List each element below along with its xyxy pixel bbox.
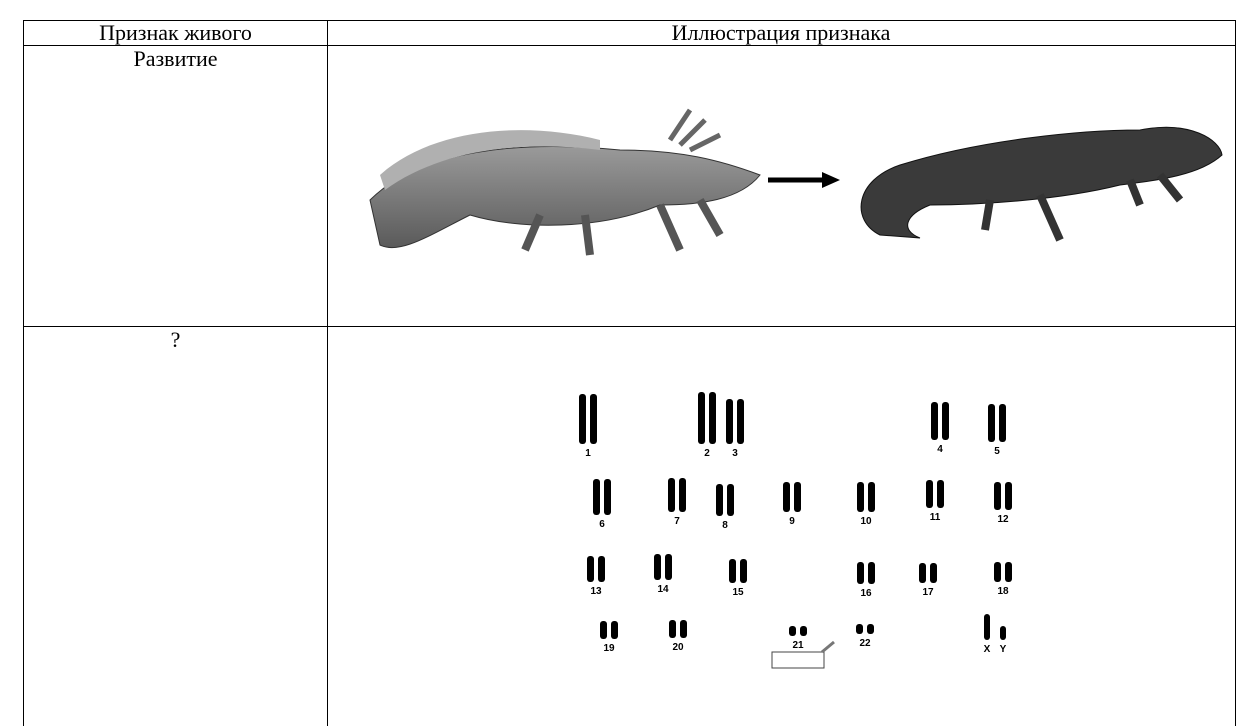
chromosome (598, 556, 605, 582)
chromosome (579, 394, 586, 444)
chromosome-label: 20 (672, 642, 684, 653)
chromosome (668, 478, 675, 512)
chromosome-label: 2 (704, 448, 710, 459)
chromosome-label: 13 (590, 586, 602, 597)
chromosome (1005, 482, 1012, 510)
row-label: ? (23, 326, 328, 726)
chromosome (727, 484, 734, 516)
chromosome (930, 563, 937, 583)
chromosome (800, 626, 807, 636)
chromosome-label: 12 (997, 514, 1009, 525)
chromosome (994, 562, 1001, 582)
chromosome (994, 482, 1001, 510)
chromosome-label: 21 (792, 640, 804, 651)
chromosome (937, 480, 944, 508)
chromosome-label: 18 (997, 586, 1009, 597)
chromosome (604, 479, 611, 515)
arrow (768, 172, 840, 188)
row-label: Развитие (23, 45, 328, 327)
chromosome (856, 624, 863, 634)
chromosome (611, 621, 618, 639)
chromosome-label: 15 (732, 587, 744, 598)
chromosome (919, 563, 926, 583)
chromosome-label: 6 (599, 519, 605, 530)
chromosome (789, 626, 796, 636)
illustration-cell (327, 326, 1236, 726)
chromosome-label: 1 (585, 448, 591, 459)
chromosome-label: 22 (859, 638, 871, 649)
chromosome (857, 482, 864, 512)
chromosome (1000, 626, 1006, 640)
chromosome-label: 5 (994, 446, 1000, 457)
chromosome (590, 394, 597, 444)
header-cell: Признак живого (23, 20, 328, 46)
chromosome-label: 3 (732, 448, 738, 459)
chromosome (726, 399, 733, 444)
chromosome-label: Y (1000, 644, 1007, 655)
chromosome (926, 480, 933, 508)
chromosome (665, 554, 672, 580)
chromosome (984, 614, 990, 640)
chromosome-label: 19 (603, 643, 615, 654)
chromosome-label: 8 (722, 520, 728, 531)
chromosome (988, 404, 995, 442)
chromosome (679, 478, 686, 512)
chromosome (716, 484, 723, 516)
chromosome (737, 399, 744, 444)
chromosome (593, 479, 600, 515)
header-cell: Иллюстрация признака (327, 20, 1236, 46)
chromosome-label: 16 (860, 588, 872, 599)
chromosome-label: 17 (922, 587, 934, 598)
chromosome-label: 11 (930, 512, 941, 523)
chromosome-label: 4 (937, 444, 943, 455)
chromosome (740, 559, 747, 583)
larva (369, 108, 761, 256)
chromosome-label: 9 (789, 516, 795, 527)
chromosome (1005, 562, 1012, 582)
chromosome (999, 404, 1006, 442)
chromosome (729, 559, 736, 583)
chromosome (794, 482, 801, 512)
chromosome (680, 620, 687, 638)
chromosome (931, 402, 938, 440)
chromosome-label: 14 (657, 584, 669, 595)
chromosome-label: 10 (860, 516, 872, 527)
highlight-box (771, 651, 825, 669)
pointer-arrow (821, 640, 835, 654)
illustration-cell (327, 45, 1236, 327)
chromosome (698, 392, 705, 444)
chromosome (600, 621, 607, 639)
chromosome (654, 554, 661, 580)
chromosome-label: 7 (674, 516, 680, 527)
chromosome (783, 482, 790, 512)
chromosome-label: X (984, 644, 991, 655)
chromosome (669, 620, 676, 638)
adult (860, 126, 1223, 242)
chromosome (587, 556, 594, 582)
chromosome (868, 562, 875, 584)
chromosome (868, 482, 875, 512)
chromosome (942, 402, 949, 440)
chromosome (857, 562, 864, 584)
chromosome (867, 624, 874, 634)
chromosome (709, 392, 716, 444)
